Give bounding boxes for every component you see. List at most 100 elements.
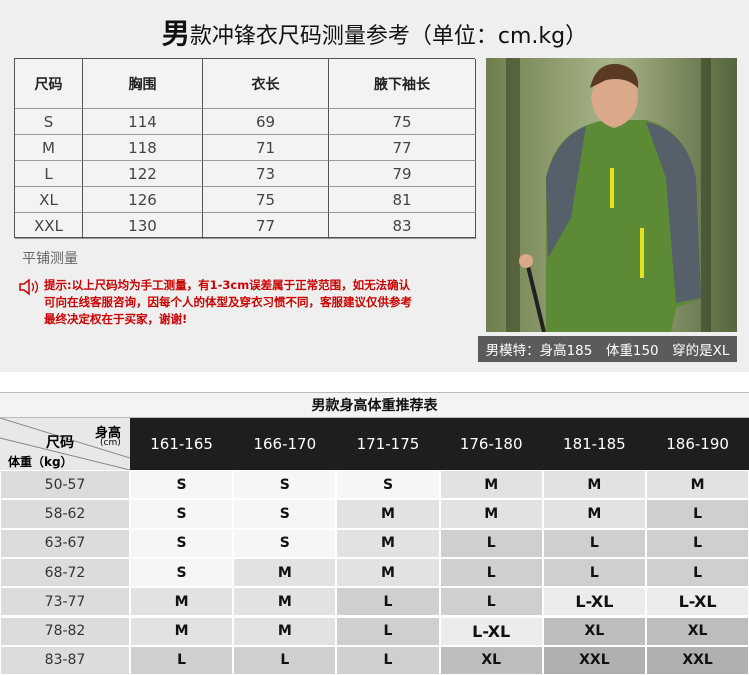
size-cell: S xyxy=(130,557,234,588)
size-cell: XL xyxy=(439,645,543,675)
size-cell: S xyxy=(233,470,337,500)
tip: 提示:以上尺码均为手工测量，有1-3cm误差属于正常范围，如无法确认 可向在线客服… xyxy=(44,277,484,328)
size-cell: M xyxy=(646,470,749,500)
size-cell: L xyxy=(542,528,646,558)
table-cell: 79 xyxy=(329,161,476,187)
table-cell: 69 xyxy=(203,109,329,135)
measure-note: 平铺测量 xyxy=(22,251,78,267)
size-cell: S xyxy=(233,499,337,529)
table-cell: L xyxy=(15,161,83,187)
corner-height: 身高 xyxy=(95,426,122,441)
size-cell: L xyxy=(439,587,543,617)
size-cell: M xyxy=(336,557,440,588)
table-cell: 130 xyxy=(83,213,203,239)
height-header: 181-185 xyxy=(542,418,646,470)
size-cell: XXL xyxy=(646,645,749,675)
size-cell: M xyxy=(439,470,543,500)
size-cell: M xyxy=(336,528,440,558)
height-header: 166-170 xyxy=(233,418,337,470)
size-cell: L xyxy=(542,557,646,588)
title-lead: 男 xyxy=(161,17,190,50)
table-cell: 75 xyxy=(203,187,329,213)
size-cell: S xyxy=(130,528,234,558)
size-cell: L-XL xyxy=(646,587,749,617)
weight-cell: 68-72 xyxy=(0,557,130,588)
title-text: 款冲锋衣尺码测量参考（单位：cm.kg） xyxy=(189,24,588,49)
corner-weight: 体重（kg） xyxy=(8,455,73,469)
size-cell: M xyxy=(336,499,440,529)
table-cell: 77 xyxy=(203,213,329,239)
table-cell: XL xyxy=(15,187,83,213)
table-cell: 118 xyxy=(83,135,203,161)
tip-line: 提示:以上尺码均为手工测量，有1-3cm误差属于正常范围，如无法确认 xyxy=(44,278,411,292)
size-cell: L-XL xyxy=(439,616,543,646)
table-cell: 126 xyxy=(83,187,203,213)
size-cell: M xyxy=(233,587,337,617)
weight-cell: 78-82 xyxy=(0,616,130,646)
table-cell: 114 xyxy=(83,109,203,135)
weight-cell: 58-62 xyxy=(0,499,130,529)
size-cell: L xyxy=(336,616,440,646)
table-cell: XXL xyxy=(15,213,83,239)
weight-cell: 73-77 xyxy=(0,587,130,617)
size-cell: S xyxy=(233,528,337,558)
recommend-table: 161-165 166-170 171-175 176-180 181-185 186-1… xyxy=(0,418,749,675)
column-header: 腋下袖长 xyxy=(329,59,476,109)
column-header: 尺码 xyxy=(15,59,83,109)
size-cell: M xyxy=(130,616,234,646)
size-cell: M xyxy=(439,499,543,529)
weight-cell: 63-67 xyxy=(0,528,130,558)
measure-table: 尺码 胸围 衣长 腋下袖长 S 114 69 75 M 118 71 77 L 122 73 79 XL 126 7… xyxy=(14,58,476,239)
column-header: 衣长 xyxy=(203,59,329,109)
size-cell: S xyxy=(130,470,234,500)
speaker-icon xyxy=(19,278,39,296)
measure-section: 男款冲锋衣尺码测量参考（单位：cm.kg） 尺码 胸围 衣长 腋下袖长 S 114 69 75… xyxy=(0,0,749,372)
title: 男款冲锋衣尺码测量参考（单位：cm.kg） xyxy=(0,12,749,52)
table-cell: 83 xyxy=(329,213,476,239)
corner-cell: 身高 (cm) 尺码 体重（kg） xyxy=(0,418,130,470)
model-caption: 男模特：身高185 体重150 穿的是XL xyxy=(478,336,737,362)
size-cell: XL xyxy=(542,616,646,646)
weight-cell: 50-57 xyxy=(0,470,130,500)
table-cell: 71 xyxy=(203,135,329,161)
size-cell: L xyxy=(233,645,337,675)
corner-size: 尺码 xyxy=(46,435,74,451)
size-cell: L xyxy=(646,557,749,588)
recommend-title: 男款身高体重推荐表 xyxy=(0,392,749,418)
tip-line: 最终决定权在于买家，谢谢! xyxy=(44,312,188,326)
size-cell: XL xyxy=(646,616,749,646)
size-cell: M xyxy=(130,587,234,617)
size-cell: L xyxy=(646,528,749,558)
size-cell: M xyxy=(233,557,337,588)
size-cell: L xyxy=(336,587,440,617)
size-cell: L xyxy=(439,557,543,588)
table-cell: 77 xyxy=(329,135,476,161)
table-cell: 73 xyxy=(203,161,329,187)
table-cell: 122 xyxy=(83,161,203,187)
size-cell: L-XL xyxy=(542,587,646,617)
corner-height-unit: (cm) xyxy=(100,438,121,448)
size-cell: S xyxy=(130,499,234,529)
table-cell: S xyxy=(15,109,83,135)
size-cell: L xyxy=(130,645,234,675)
size-cell: L xyxy=(646,499,749,529)
size-cell: XXL xyxy=(542,645,646,675)
size-cell: M xyxy=(233,616,337,646)
corner-diagonals xyxy=(0,418,130,470)
model-photo xyxy=(486,58,737,332)
height-header: 161-165 xyxy=(130,418,234,470)
table-cell: M xyxy=(15,135,83,161)
size-cell: M xyxy=(542,470,646,500)
tip-line: 可向在线客服咨询，因每个人的体型及穿衣习惯不同，客服建议仅供参考 xyxy=(44,295,412,309)
size-cell: L xyxy=(439,528,543,558)
size-cell: M xyxy=(542,499,646,529)
size-cell: L xyxy=(336,645,440,675)
weight-cell: 83-87 xyxy=(0,645,130,675)
size-cell: S xyxy=(336,470,440,500)
column-header: 胸围 xyxy=(83,59,203,109)
height-header: 176-180 xyxy=(439,418,543,470)
table-cell: 81 xyxy=(329,187,476,213)
height-header: 186-190 xyxy=(646,418,749,470)
height-header: 171-175 xyxy=(336,418,440,470)
